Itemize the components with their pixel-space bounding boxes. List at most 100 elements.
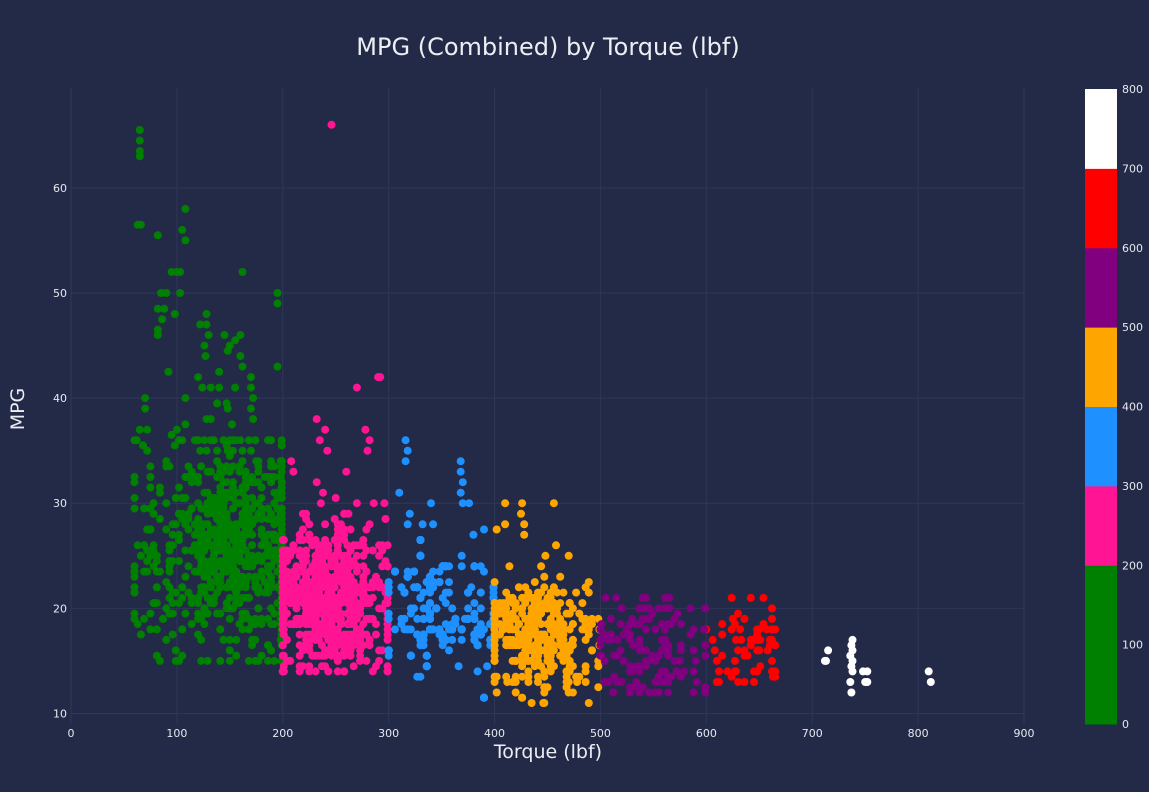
data-point (194, 499, 203, 508)
data-point (384, 614, 393, 623)
data-point (391, 567, 399, 576)
data-point (689, 667, 698, 676)
data-point (337, 651, 345, 660)
data-point (346, 562, 355, 571)
data-point (517, 509, 525, 518)
data-point (505, 593, 514, 602)
data-point (578, 599, 587, 608)
data-point (863, 667, 872, 676)
data-point (645, 688, 654, 697)
data-point (155, 488, 164, 497)
data-point (318, 641, 326, 650)
data-point (324, 551, 333, 560)
data-point (264, 641, 272, 650)
data-point (215, 383, 224, 392)
data-point (559, 646, 568, 655)
data-point (153, 331, 162, 339)
data-point (521, 593, 530, 602)
data-point (136, 220, 145, 229)
data-point (187, 546, 196, 555)
data-point (222, 494, 231, 502)
data-point (346, 630, 355, 639)
data-point (730, 620, 739, 629)
data-point (198, 383, 207, 392)
data-point (395, 488, 404, 497)
data-point (194, 567, 203, 576)
data-point (178, 225, 187, 234)
colorbar-band (1085, 327, 1117, 407)
data-point (359, 630, 368, 639)
data-point (314, 630, 323, 639)
data-point (302, 515, 311, 523)
data-point (476, 588, 485, 597)
data-point (403, 520, 412, 529)
data-point (314, 588, 323, 597)
data-point (546, 667, 555, 676)
data-point (305, 662, 314, 671)
data-point (492, 525, 501, 534)
data-point (543, 656, 552, 665)
data-point (340, 509, 349, 518)
data-point (375, 656, 384, 665)
data-point (231, 383, 240, 392)
x-tick-label: 600 (696, 727, 717, 740)
data-point (241, 593, 250, 602)
data-point (632, 678, 641, 686)
data-point (247, 383, 255, 392)
data-point (750, 667, 758, 676)
data-point (518, 693, 527, 702)
data-point (278, 588, 287, 597)
y-tick-label: 60 (53, 182, 67, 195)
data-point (568, 688, 577, 697)
data-point (143, 425, 152, 434)
data-point (277, 494, 286, 502)
data-point (638, 683, 647, 692)
data-point (559, 656, 568, 665)
data-point (209, 436, 218, 445)
data-point (734, 678, 743, 686)
data-point (206, 415, 215, 424)
data-point (276, 473, 285, 481)
data-point (200, 557, 209, 566)
data-point (718, 630, 727, 639)
data-point (257, 572, 266, 581)
x-tick-label: 200 (272, 727, 293, 740)
data-point (578, 625, 587, 634)
data-point (135, 136, 144, 145)
data-point (727, 593, 736, 602)
data-point (201, 352, 210, 361)
data-point (216, 525, 225, 534)
data-point (490, 678, 499, 686)
data-point (159, 614, 168, 623)
data-point (244, 614, 253, 623)
data-point (552, 541, 560, 550)
data-point (750, 678, 758, 686)
data-point (146, 462, 155, 471)
data-point (270, 530, 279, 539)
data-point (568, 604, 577, 613)
data-point (926, 678, 935, 686)
data-point (413, 583, 422, 592)
data-point (727, 672, 736, 681)
data-point (219, 635, 228, 644)
data-point (445, 578, 453, 587)
data-point (457, 625, 466, 634)
data-point (730, 656, 739, 665)
data-point (518, 672, 527, 681)
data-point (135, 152, 144, 161)
data-point (249, 394, 258, 403)
data-point (247, 446, 255, 455)
data-point (202, 320, 211, 329)
data-point (524, 672, 533, 681)
data-point (170, 310, 179, 318)
data-point (613, 635, 622, 644)
data-point (470, 562, 479, 571)
data-point (501, 499, 510, 508)
data-point (700, 625, 709, 634)
data-point (149, 562, 158, 571)
colorbar-tick-label: 0 (1122, 718, 1129, 731)
data-point (197, 635, 206, 644)
data-point (559, 635, 568, 644)
data-point (642, 614, 650, 623)
chart-title: MPG (Combined) by Torque (lbf) (356, 33, 739, 61)
